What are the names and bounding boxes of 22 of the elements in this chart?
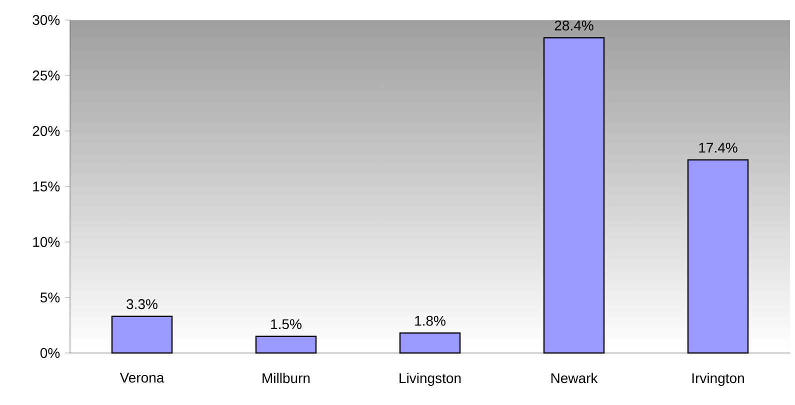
data-label: 28.4% bbox=[554, 20, 594, 30]
y-tick-label: 30% bbox=[32, 15, 60, 25]
bar bbox=[399, 332, 461, 354]
bar bbox=[543, 37, 605, 354]
y-tick-label: 5% bbox=[40, 292, 60, 302]
y-tick-label: 0% bbox=[40, 348, 60, 358]
y-tick-label: 20% bbox=[32, 126, 60, 136]
x-tick-label: Millburn bbox=[262, 372, 310, 384]
x-tick-label: Irvington bbox=[692, 372, 744, 386]
data-label: 17.4% bbox=[699, 142, 738, 153]
bar bbox=[255, 336, 317, 354]
data-label: 1.5% bbox=[271, 319, 302, 330]
y-tick-label: 10% bbox=[33, 237, 60, 247]
bar bbox=[687, 159, 749, 354]
x-tick-label: Livingston bbox=[400, 372, 461, 386]
data-label: 1.8% bbox=[415, 316, 446, 326]
x-tick-label: Verona bbox=[120, 372, 164, 383]
bar bbox=[111, 316, 173, 354]
data-label: 3.3% bbox=[126, 299, 158, 310]
x-tick-label: Newark bbox=[551, 372, 598, 384]
y-tick-label: 15% bbox=[33, 182, 60, 192]
y-tick-label: 25% bbox=[32, 70, 60, 80]
